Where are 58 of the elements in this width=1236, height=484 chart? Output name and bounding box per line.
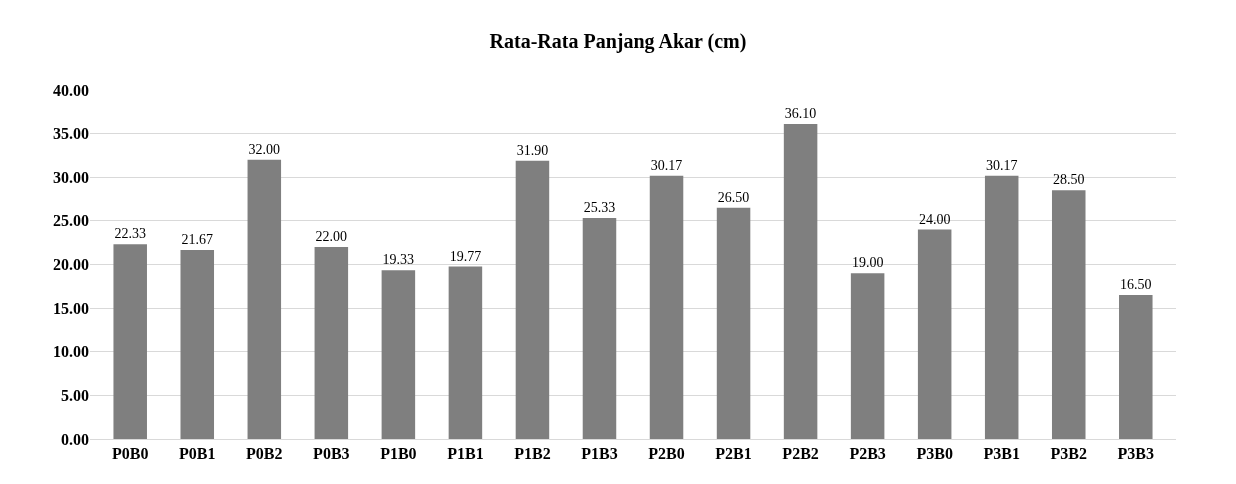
data-label: 36.10 bbox=[784, 106, 817, 122]
bar bbox=[783, 124, 818, 439]
bar bbox=[515, 160, 550, 439]
bar bbox=[582, 218, 617, 439]
data-label: 19.33 bbox=[382, 252, 415, 268]
x-tick-label: P3B2 bbox=[1050, 445, 1087, 463]
y-tick-label: 0.00 bbox=[61, 430, 89, 448]
x-tick-label: P0B2 bbox=[246, 445, 283, 463]
y-tick-label: 40.00 bbox=[53, 81, 89, 99]
data-label: 16.50 bbox=[1120, 277, 1152, 293]
x-tick-label: P0B1 bbox=[179, 445, 216, 463]
bar bbox=[917, 229, 952, 439]
data-label: 32.00 bbox=[248, 141, 281, 157]
x-tick-label: P0B0 bbox=[111, 445, 149, 463]
x-tick-label: P3B3 bbox=[1117, 445, 1155, 463]
data-label: 25.33 bbox=[583, 200, 616, 215]
data-label: 19.77 bbox=[449, 248, 482, 264]
chart-title: Rata-Rata Panjang Akar (cm) bbox=[489, 29, 747, 53]
x-tick-label: P1B3 bbox=[581, 445, 618, 463]
data-label: 30.17 bbox=[650, 157, 683, 173]
data-label: 24.00 bbox=[918, 211, 951, 227]
bar bbox=[448, 266, 483, 439]
x-tick-label: P2B1 bbox=[715, 445, 752, 463]
data-label: 22.00 bbox=[315, 229, 348, 245]
data-label: 26.50 bbox=[717, 189, 750, 205]
bar bbox=[113, 244, 147, 439]
x-tick-label: P2B2 bbox=[782, 445, 819, 463]
bar bbox=[984, 175, 1019, 439]
y-tick-label: 35.00 bbox=[53, 125, 89, 143]
bar bbox=[1119, 295, 1153, 439]
data-label: 22.33 bbox=[114, 226, 146, 242]
x-tick-label: P1B2 bbox=[514, 445, 551, 463]
x-tick-label: P0B3 bbox=[313, 445, 350, 463]
data-label: 28.50 bbox=[1052, 172, 1085, 188]
x-tick-label: P3B0 bbox=[916, 445, 953, 463]
bar bbox=[180, 249, 215, 439]
x-tick-label: P1B1 bbox=[447, 445, 484, 463]
data-label: 31.90 bbox=[516, 142, 549, 158]
bar bbox=[1051, 190, 1086, 439]
x-tick-label: P1B0 bbox=[380, 445, 417, 463]
y-tick-label: 20.00 bbox=[53, 256, 89, 274]
x-tick-label: P3B1 bbox=[983, 445, 1020, 463]
data-label: 19.00 bbox=[851, 255, 884, 271]
bar bbox=[649, 175, 684, 439]
y-tick-label: 15.00 bbox=[53, 299, 89, 317]
y-tick-label: 25.00 bbox=[53, 212, 89, 230]
y-tick-label: 30.00 bbox=[53, 168, 89, 186]
y-tick-label: 5.00 bbox=[61, 386, 89, 404]
bar bbox=[247, 159, 282, 439]
x-tick-label: P2B0 bbox=[648, 445, 685, 463]
bar bbox=[850, 273, 885, 439]
data-label: 21.67 bbox=[181, 231, 214, 247]
data-label: 30.17 bbox=[985, 157, 1018, 173]
bar bbox=[314, 247, 349, 439]
bar bbox=[716, 207, 751, 439]
y-tick-label: 10.00 bbox=[53, 343, 89, 361]
bar bbox=[381, 270, 416, 439]
x-tick-label: P2B3 bbox=[849, 445, 886, 463]
